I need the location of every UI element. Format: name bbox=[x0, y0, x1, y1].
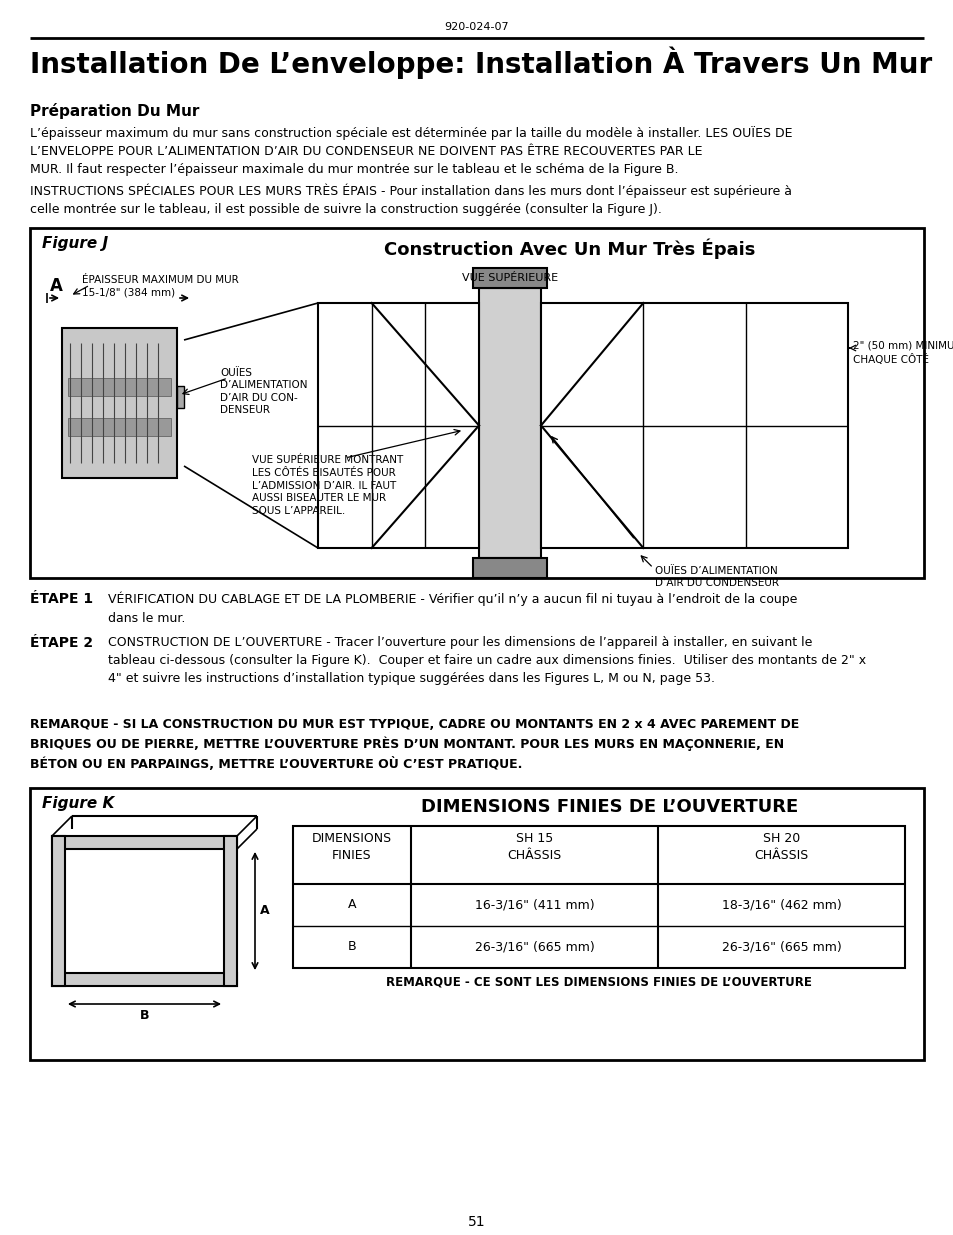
Bar bbox=[224, 836, 236, 986]
Text: 51: 51 bbox=[468, 1215, 485, 1229]
Bar bbox=[473, 558, 546, 578]
Text: 18-3/16" (462 mm): 18-3/16" (462 mm) bbox=[720, 899, 841, 911]
Text: SH 15
CHÂSSIS: SH 15 CHÂSSIS bbox=[507, 832, 561, 862]
Bar bbox=[52, 836, 236, 848]
Text: 26-3/16" (665 mm): 26-3/16" (665 mm) bbox=[720, 941, 841, 953]
Text: VUE SUPÉRIEURE MONTRANT
LES CÔTÉS BISAUTÉS POUR
L’ADMISSION D’AIR. IL FAUT
AUSSI: VUE SUPÉRIEURE MONTRANT LES CÔTÉS BISAUT… bbox=[252, 454, 403, 516]
Text: 16-3/16" (411 mm): 16-3/16" (411 mm) bbox=[475, 899, 594, 911]
Text: VÉRIFICATION DU CABLAGE ET DE LA PLOMBERIE - Vérifier qu’il n’y a aucun fil ni t: VÉRIFICATION DU CABLAGE ET DE LA PLOMBER… bbox=[108, 592, 797, 625]
Bar bbox=[62, 329, 177, 478]
Text: 2" (50 mm) MINIMUM DE
CHAQUE CÔTÉ: 2" (50 mm) MINIMUM DE CHAQUE CÔTÉ bbox=[852, 341, 953, 364]
Text: DIMENSIONS
FINIES: DIMENSIONS FINIES bbox=[312, 832, 392, 862]
Text: A: A bbox=[50, 277, 62, 295]
Text: Installation De L’enveloppe: Installation À Travers Un Mur: Installation De L’enveloppe: Installatio… bbox=[30, 46, 931, 79]
Bar bbox=[317, 303, 478, 548]
Bar bbox=[177, 387, 184, 408]
Text: Préparation Du Mur: Préparation Du Mur bbox=[30, 103, 199, 119]
Text: REMARQUE - SI LA CONSTRUCTION DU MUR EST TYPIQUE, CADRE OU MONTANTS EN 2 x 4 AVE: REMARQUE - SI LA CONSTRUCTION DU MUR EST… bbox=[30, 718, 799, 771]
Bar bbox=[30, 788, 923, 1060]
Bar bbox=[68, 417, 171, 436]
Bar bbox=[473, 268, 546, 288]
Bar bbox=[68, 378, 171, 396]
Text: INSTRUCTIONS SPÉCIALES POUR LES MURS TRÈS ÉPAIS - Pour installation dans les mur: INSTRUCTIONS SPÉCIALES POUR LES MURS TRÈ… bbox=[30, 183, 791, 215]
Text: ÉTAPE 1: ÉTAPE 1 bbox=[30, 592, 93, 606]
Text: B: B bbox=[139, 1009, 149, 1023]
Bar bbox=[293, 826, 904, 968]
Bar bbox=[478, 288, 540, 558]
Text: A: A bbox=[260, 904, 270, 918]
Text: L’épaisseur maximum du mur sans construction spéciale est déterminée par la tail: L’épaisseur maximum du mur sans construc… bbox=[30, 126, 792, 175]
Text: SH 20
CHÂSSIS: SH 20 CHÂSSIS bbox=[754, 832, 808, 862]
Text: 920-024-07: 920-024-07 bbox=[444, 22, 509, 32]
Bar bbox=[30, 228, 923, 578]
Text: CONSTRUCTION DE L’OUVERTURE - Tracer l’ouverture pour les dimensions de l’appare: CONSTRUCTION DE L’OUVERTURE - Tracer l’o… bbox=[108, 636, 865, 685]
Text: B: B bbox=[347, 941, 355, 953]
Text: Figure J: Figure J bbox=[42, 236, 108, 251]
Bar bbox=[52, 836, 65, 986]
Text: DIMENSIONS FINIES DE L’OUVERTURE: DIMENSIONS FINIES DE L’OUVERTURE bbox=[421, 798, 798, 816]
Text: OUÏES
D’ALIMENTATION
D’AIR DU CON-
DENSEUR: OUÏES D’ALIMENTATION D’AIR DU CON- DENSE… bbox=[220, 368, 307, 415]
Text: VUE SUPÉRIEURE: VUE SUPÉRIEURE bbox=[461, 273, 558, 283]
Text: Figure K: Figure K bbox=[42, 797, 114, 811]
Bar bbox=[540, 303, 847, 548]
Text: 26-3/16" (665 mm): 26-3/16" (665 mm) bbox=[475, 941, 594, 953]
Text: ÉTAPE 2: ÉTAPE 2 bbox=[30, 636, 93, 650]
Text: OUÏES D’ALIMENTATION
D’AIR DU CONDENSEUR: OUÏES D’ALIMENTATION D’AIR DU CONDENSEUR bbox=[655, 566, 779, 588]
Text: ÉPAISSEUR MAXIMUM DU MUR
15-1/8" (384 mm): ÉPAISSEUR MAXIMUM DU MUR 15-1/8" (384 mm… bbox=[82, 275, 238, 298]
Bar bbox=[52, 973, 236, 986]
Text: A: A bbox=[348, 899, 355, 911]
Text: REMARQUE - CE SONT LES DIMENSIONS FINIES DE L’OUVERTURE: REMARQUE - CE SONT LES DIMENSIONS FINIES… bbox=[386, 976, 811, 989]
Text: Construction Avec Un Mur Très Épais: Construction Avec Un Mur Très Épais bbox=[384, 238, 755, 258]
